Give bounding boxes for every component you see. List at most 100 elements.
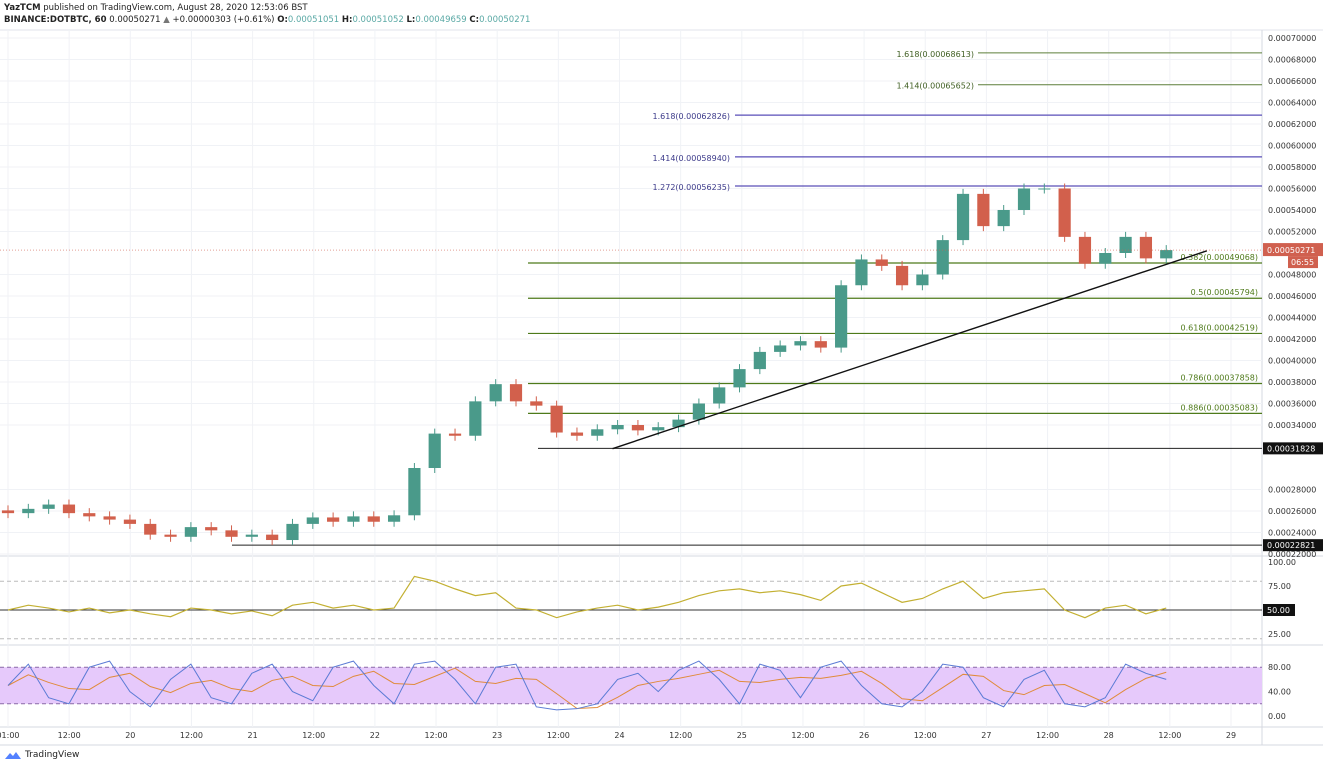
time-axis-label: 23 <box>492 731 502 740</box>
candle-body <box>956 193 970 241</box>
price-axis-label: 0.00028000 <box>1268 486 1316 495</box>
last-price: 0.00050271 <box>109 15 161 25</box>
candle-body <box>672 419 685 428</box>
fib-retracement-label: 0.618(0.00042519) <box>1181 323 1259 332</box>
logo-text: TradingView <box>25 750 80 760</box>
rsi-level-tag <box>1263 604 1295 616</box>
candle-body <box>367 516 380 522</box>
candle-body <box>387 515 401 522</box>
countdown-text: 06:55 <box>1291 258 1314 267</box>
candle-body <box>692 403 705 420</box>
candle-body <box>774 345 787 352</box>
price-axis-label: 0.00040000 <box>1268 357 1316 366</box>
candle-body <box>245 534 258 537</box>
candle-body <box>184 527 197 537</box>
time-axis-label: 12:00 <box>425 731 448 740</box>
high-label: H: <box>341 15 353 25</box>
candle-body <box>83 513 96 517</box>
high-value: 0.00051052 <box>352 15 404 25</box>
price-axis-label: 0.00056000 <box>1268 185 1316 194</box>
candle-body <box>509 384 523 402</box>
time-axis-label: 21 <box>248 731 258 740</box>
candle-body <box>1058 188 1071 237</box>
price-axis-label: 0.00036000 <box>1268 400 1316 409</box>
stoch-d-line <box>7 667 1167 709</box>
candle-body <box>652 427 665 431</box>
candle-body <box>916 274 929 286</box>
candle-body <box>22 508 35 514</box>
candle-body <box>997 210 1010 227</box>
candle-body <box>1 510 15 514</box>
price-change: +0.00000303 (+0.61%) <box>172 15 275 25</box>
candle-body <box>631 425 645 431</box>
candle-body <box>62 504 76 514</box>
candle-body <box>428 433 441 468</box>
symbol-name[interactable]: BINANCE:DOTBTC, 60 <box>4 15 107 25</box>
time-axis-label: 12:00 <box>547 731 570 740</box>
low-label: L: <box>406 15 416 25</box>
candle-body <box>103 516 116 520</box>
tradingview-logo[interactable]: TradingView <box>4 750 79 760</box>
current-price-text: 0.00050271 <box>1267 246 1315 255</box>
time-axis-label: 20 <box>125 731 135 740</box>
candle-body <box>530 401 543 406</box>
rsi-level-text: 50.00 <box>1267 606 1290 615</box>
candle-body <box>1078 236 1092 264</box>
time-axis-label: 12:00 <box>914 731 937 740</box>
publish-text: published on TradingView.com, August 28,… <box>43 3 308 13</box>
candle-body <box>266 534 279 541</box>
stoch-k-line <box>7 660 1167 711</box>
price-axis-label: 0.00026000 <box>1268 507 1316 516</box>
candle-body <box>286 523 299 541</box>
candle-body <box>1139 236 1153 259</box>
price-level-tag-text: 0.00031828 <box>1267 444 1315 453</box>
candle-body <box>591 429 604 436</box>
candle-body <box>1160 250 1173 259</box>
time-axis-label: 22 <box>370 731 380 740</box>
price-axis-label: 0.00038000 <box>1268 378 1316 387</box>
time-axis-label: 01:00 <box>0 731 20 740</box>
candle-body <box>42 504 55 509</box>
candle-body <box>733 369 746 388</box>
candle-body <box>611 425 624 430</box>
price-level-tag <box>1263 442 1323 455</box>
candle-body <box>977 193 990 227</box>
triangle-up-icon: ▲ <box>163 15 170 25</box>
price-axis-label: 0.00062000 <box>1268 120 1316 129</box>
rsi-line <box>7 575 1167 619</box>
candle-body <box>814 341 827 348</box>
trendline <box>612 250 1208 450</box>
time-axis-label: 29 <box>1226 731 1236 740</box>
time-axis-label: 12:00 <box>1036 731 1059 740</box>
price-axis-label: 0.00066000 <box>1268 77 1316 86</box>
candle-body <box>144 523 157 535</box>
price-level-tag <box>1263 539 1323 552</box>
low-value: 0.00049659 <box>415 15 467 25</box>
candle-body <box>327 517 340 522</box>
price-axis-label: 0.00044000 <box>1268 314 1316 323</box>
candle-body <box>713 387 726 404</box>
fib-retracement-label: 0.5(0.00045794) <box>1191 288 1258 297</box>
candle-body <box>164 534 177 537</box>
candle-body <box>1119 236 1132 253</box>
price-axis-label: 0.00024000 <box>1268 529 1316 538</box>
candle-body <box>469 401 482 436</box>
fib-extension-label: 1.272(0.00056235) <box>653 183 731 192</box>
stoch-axis-label: 80.00 <box>1268 663 1291 672</box>
time-axis-label: 12:00 <box>58 731 81 740</box>
candle-body <box>448 433 462 436</box>
candle-body <box>347 516 360 522</box>
price-axis-label: 0.00058000 <box>1268 163 1316 172</box>
fib-extension-label: 1.618(0.00068613) <box>897 50 975 59</box>
price-axis-label: 0.00046000 <box>1268 292 1316 301</box>
open-label: O: <box>277 15 288 25</box>
fib-retracement-label: 0.786(0.00037858) <box>1181 374 1259 383</box>
candle-body <box>1099 253 1112 264</box>
countdown-tag <box>1288 256 1318 269</box>
rsi-axis-label: 25.00 <box>1268 630 1291 639</box>
candle-body <box>855 259 868 286</box>
price-axis-label: 0.00070000 <box>1268 34 1316 43</box>
price-axis-label: 0.00022000 <box>1268 550 1316 559</box>
time-axis-label: 26 <box>859 731 869 740</box>
